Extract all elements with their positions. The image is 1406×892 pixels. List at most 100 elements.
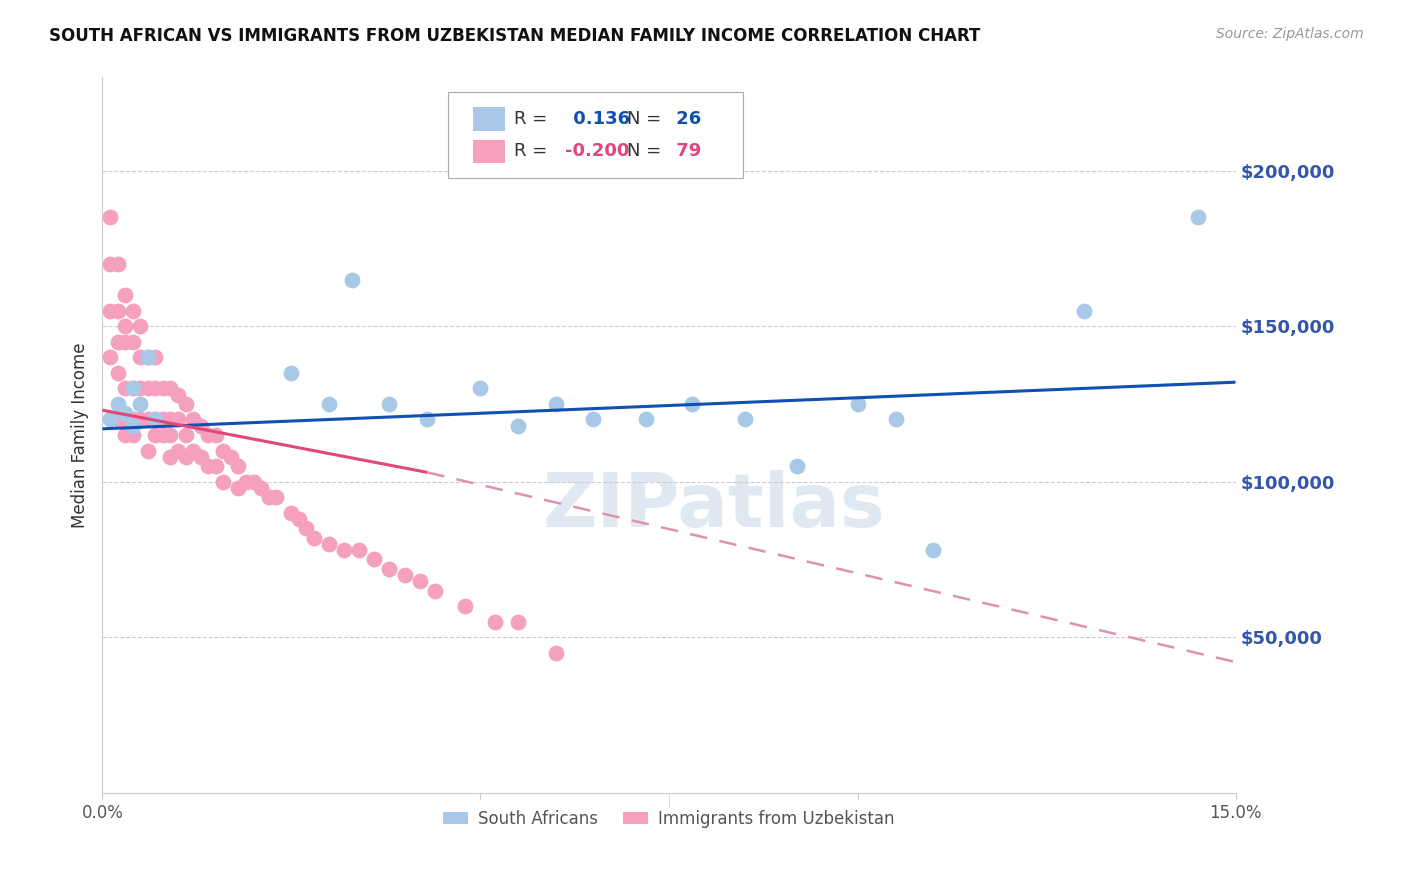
Point: [167, 387, 190, 401]
Point: [228, 459, 250, 474]
Point: [107, 303, 129, 318]
Point: [197, 459, 219, 474]
Point: [280, 366, 302, 380]
Point: [416, 412, 439, 426]
Point: [129, 397, 152, 411]
Point: [302, 531, 325, 545]
Point: [363, 552, 385, 566]
Point: [280, 506, 302, 520]
Point: [152, 428, 174, 442]
Point: [159, 428, 181, 442]
Point: [174, 428, 197, 442]
Text: 26: 26: [671, 110, 702, 128]
Point: [114, 428, 136, 442]
Point: [1073, 303, 1095, 318]
Text: R =: R =: [513, 110, 547, 128]
Point: [884, 412, 907, 426]
Point: [98, 351, 121, 365]
Y-axis label: Median Family Income: Median Family Income: [72, 343, 89, 528]
Point: [98, 257, 121, 271]
Point: [204, 459, 226, 474]
Point: [107, 397, 129, 411]
Point: [250, 481, 273, 495]
Point: [235, 475, 257, 489]
Point: [409, 574, 432, 589]
Point: [1187, 211, 1209, 225]
Text: SOUTH AFRICAN VS IMMIGRANTS FROM UZBEKISTAN MEDIAN FAMILY INCOME CORRELATION CHA: SOUTH AFRICAN VS IMMIGRANTS FROM UZBEKIS…: [49, 27, 980, 45]
Point: [468, 381, 491, 395]
Point: [636, 412, 658, 426]
Point: [318, 537, 340, 551]
Text: 79: 79: [671, 142, 702, 160]
Point: [107, 412, 129, 426]
Point: [129, 319, 152, 334]
Text: N =: N =: [627, 110, 661, 128]
Point: [159, 412, 181, 426]
Point: [114, 334, 136, 349]
Point: [121, 428, 143, 442]
Point: [159, 381, 181, 395]
Point: [423, 583, 446, 598]
Point: [114, 412, 136, 426]
Point: [378, 397, 401, 411]
Point: [121, 381, 143, 395]
Text: ZIPatlas: ZIPatlas: [543, 470, 886, 543]
FancyBboxPatch shape: [472, 107, 505, 131]
Point: [107, 334, 129, 349]
Point: [846, 397, 869, 411]
Point: [181, 443, 204, 458]
Text: N =: N =: [627, 142, 661, 160]
Point: [484, 615, 506, 629]
Point: [136, 443, 159, 458]
FancyBboxPatch shape: [449, 92, 742, 178]
Point: [349, 543, 371, 558]
Point: [152, 381, 174, 395]
Point: [506, 615, 529, 629]
Point: [288, 512, 311, 526]
Point: [264, 490, 287, 504]
Point: [136, 412, 159, 426]
Point: [136, 351, 159, 365]
Point: [544, 646, 567, 660]
Point: [143, 412, 166, 426]
Point: [143, 412, 166, 426]
Point: [136, 381, 159, 395]
Point: [167, 443, 190, 458]
Point: [136, 351, 159, 365]
Point: [159, 450, 181, 464]
Point: [582, 412, 605, 426]
Point: [98, 412, 121, 426]
Point: [114, 381, 136, 395]
Point: [681, 397, 703, 411]
Point: [114, 288, 136, 302]
Point: [212, 475, 235, 489]
Point: [98, 211, 121, 225]
Point: [340, 272, 363, 286]
Point: [121, 303, 143, 318]
Point: [174, 450, 197, 464]
Point: [152, 412, 174, 426]
FancyBboxPatch shape: [472, 140, 505, 163]
Point: [922, 543, 945, 558]
Point: [257, 490, 280, 504]
Point: [734, 412, 756, 426]
Point: [506, 418, 529, 433]
Point: [107, 366, 129, 380]
Point: [204, 428, 226, 442]
Point: [121, 381, 143, 395]
Point: [786, 459, 808, 474]
Point: [333, 543, 356, 558]
Legend: South Africans, Immigrants from Uzbekistan: South Africans, Immigrants from Uzbekist…: [436, 803, 901, 834]
Point: [295, 521, 318, 535]
Text: 0.136: 0.136: [567, 110, 630, 128]
Point: [318, 397, 340, 411]
Point: [219, 450, 242, 464]
Point: [190, 450, 212, 464]
Point: [129, 412, 152, 426]
Point: [121, 334, 143, 349]
Point: [143, 428, 166, 442]
Point: [143, 351, 166, 365]
Point: [98, 303, 121, 318]
Point: [129, 381, 152, 395]
Point: [212, 443, 235, 458]
